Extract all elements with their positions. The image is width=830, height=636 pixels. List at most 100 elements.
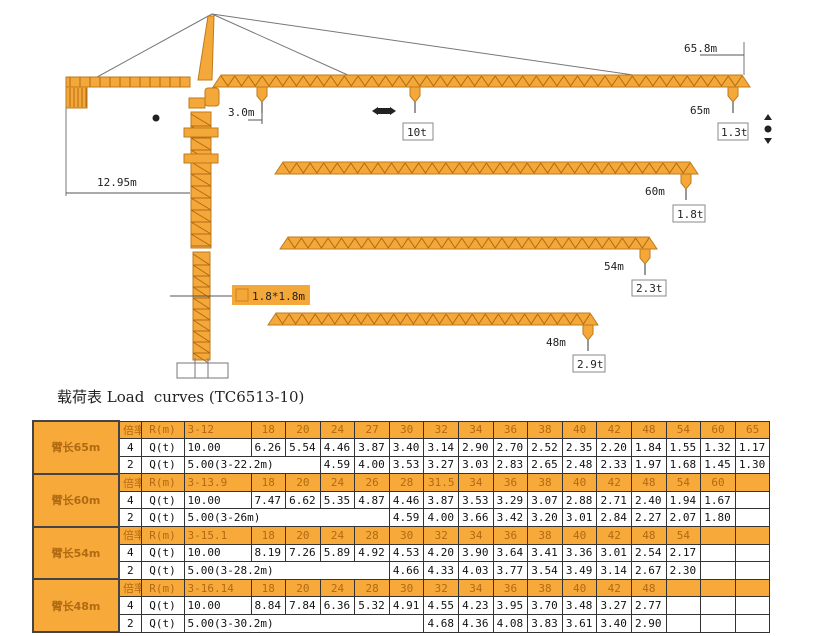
radius-header-row: 臂长65m倍率R(m)3-121820242730323436384042485…	[32, 420, 771, 475]
radius-cell: 48	[631, 578, 667, 598]
load-cell: 1.17	[734, 438, 771, 457]
load-cell: 1.68	[665, 455, 702, 475]
radius-cell: 20	[285, 473, 321, 492]
load-cell: 3.83	[527, 614, 563, 633]
radius-cell: 3-15.1	[183, 526, 252, 545]
load-cell: 2.27	[631, 508, 667, 528]
load-cell: 4.36	[458, 614, 494, 633]
load-cell: 3.20	[527, 508, 563, 528]
radius-cell: 28	[354, 526, 390, 545]
load-cell: 3.87	[354, 438, 390, 457]
radius-cell: 40	[561, 473, 598, 492]
svg-text:1.3t: 1.3t	[721, 126, 748, 139]
load-cell	[700, 543, 736, 563]
counterweight	[65, 86, 88, 109]
load-row-4-falls: 4 Q(t) 10.00 8.19 7.26 5.89 4.92 4.53 4.20 3.90 3.…	[33, 543, 771, 563]
load-curves-table: 臂长65m倍率R(m)3-121820242730323436384042485…	[32, 420, 771, 634]
radius-cell: 34	[458, 526, 494, 545]
mast-section-label: 1.8*1.8m	[232, 285, 310, 305]
jib-60m	[274, 161, 699, 175]
load-cell: 2.88	[561, 490, 598, 510]
operator-cab	[204, 87, 220, 107]
load-cell: 4.03	[458, 561, 494, 580]
load-cell: 1.30	[734, 455, 771, 475]
load-cell: 1.84	[631, 438, 667, 457]
radius-cell: 20	[285, 526, 321, 545]
radius-cell: 3-13.9	[183, 473, 252, 492]
load-cell: 2.48	[561, 455, 598, 475]
load-cell: 3.41	[527, 543, 563, 563]
load-unit: Q(t)	[140, 508, 185, 528]
load-cell: 8.19	[250, 543, 287, 563]
load-cell: 4.00	[354, 455, 390, 475]
radius-header: R(m)	[140, 473, 185, 492]
load-cell: 1.55	[665, 438, 702, 457]
radius-cell: 26	[354, 473, 390, 492]
radius-cell: 30	[388, 420, 425, 440]
ratio-value: 2	[118, 508, 142, 528]
radius-cell	[700, 578, 736, 598]
load-cell: 3.01	[596, 543, 633, 563]
hook-block-icon	[582, 324, 594, 341]
load-span-cell: 5.00(3-28.2m)	[183, 561, 390, 580]
load-cell: 2.07	[665, 508, 702, 528]
foundation	[176, 362, 229, 379]
load-cell: 2.70	[492, 438, 529, 457]
load-cell: 2.84	[596, 508, 633, 528]
load-row-4-falls: 4 Q(t) 10.00 8.84 7.84 6.36 5.32 4.91 4.55 4.23 3.…	[33, 596, 771, 616]
radius-cell: 28	[388, 473, 425, 492]
load-cell: 10.00	[183, 490, 252, 510]
radius-cell	[734, 526, 771, 545]
boom-length-label: 臂长48m	[32, 578, 120, 634]
jib-60m-lacing	[282, 162, 691, 174]
radius-cell: 48	[631, 473, 667, 492]
load-cell	[700, 596, 736, 616]
load-row-2-falls: 2 Q(t) 5.00(3-28.2m) 4.66 4.33 4.03 3.77 3.54 3.…	[33, 561, 771, 580]
radius-header-row: 臂长48m倍率R(m)3-16.141820242830323436384042…	[32, 578, 771, 634]
radius-cell: 3-16.14	[183, 578, 252, 598]
ratio-value: 2	[118, 614, 142, 633]
load-unit: Q(t)	[140, 596, 185, 616]
radius-cell: 36	[492, 420, 529, 440]
load-cell: 3.49	[561, 561, 598, 580]
load-cell: 3.14	[423, 438, 460, 457]
load-cell: 3.07	[527, 490, 563, 510]
load-cell	[734, 543, 771, 563]
radius-cell: 24	[319, 473, 356, 492]
svg-text:2.3t: 2.3t	[636, 282, 663, 295]
radius-cell: 24	[319, 420, 356, 440]
load-unit: Q(t)	[140, 561, 185, 580]
radius-cell	[734, 473, 771, 492]
jib-54-load-box: 2.3t	[631, 279, 667, 297]
load-cell: 7.47	[250, 490, 287, 510]
radius-cell: 30	[388, 578, 425, 598]
load-cell: 4.68	[423, 614, 460, 633]
load-cell: 2.90	[631, 614, 667, 633]
boom-length-label: 臂长65m	[32, 420, 120, 475]
radius-cell: 20	[285, 420, 321, 440]
radius-cell: 34	[458, 420, 494, 440]
radius-cell: 42	[596, 420, 633, 440]
load-cell: 7.26	[285, 543, 321, 563]
turntable	[188, 97, 206, 109]
load-row-2-falls: 2 Q(t) 5.00(3-22.2m) 4.59 4.00 3.53 3.27 3.03 2.…	[33, 455, 771, 475]
load-cell: 4.91	[388, 596, 425, 616]
load-cell	[700, 614, 736, 633]
load-unit: Q(t)	[140, 490, 185, 510]
radius-cell: 3-12	[183, 420, 252, 440]
counter-jib-radius-label: 12.95m	[97, 176, 137, 189]
jib-65m-lacing	[220, 75, 743, 87]
load-cell	[734, 508, 771, 528]
load-cell: 3.77	[492, 561, 529, 580]
radius-cell: 65	[734, 420, 771, 440]
load-cell: 7.84	[285, 596, 321, 616]
radius-header: R(m)	[140, 526, 185, 545]
radius-cell: 54	[665, 473, 702, 492]
load-cell: 5.35	[319, 490, 356, 510]
radius-cell	[700, 526, 736, 545]
load-cell: 1.67	[700, 490, 736, 510]
load-unit: Q(t)	[140, 614, 185, 633]
load-unit: Q(t)	[140, 438, 185, 457]
load-cell: 3.48	[561, 596, 598, 616]
counter-jib	[65, 76, 191, 88]
